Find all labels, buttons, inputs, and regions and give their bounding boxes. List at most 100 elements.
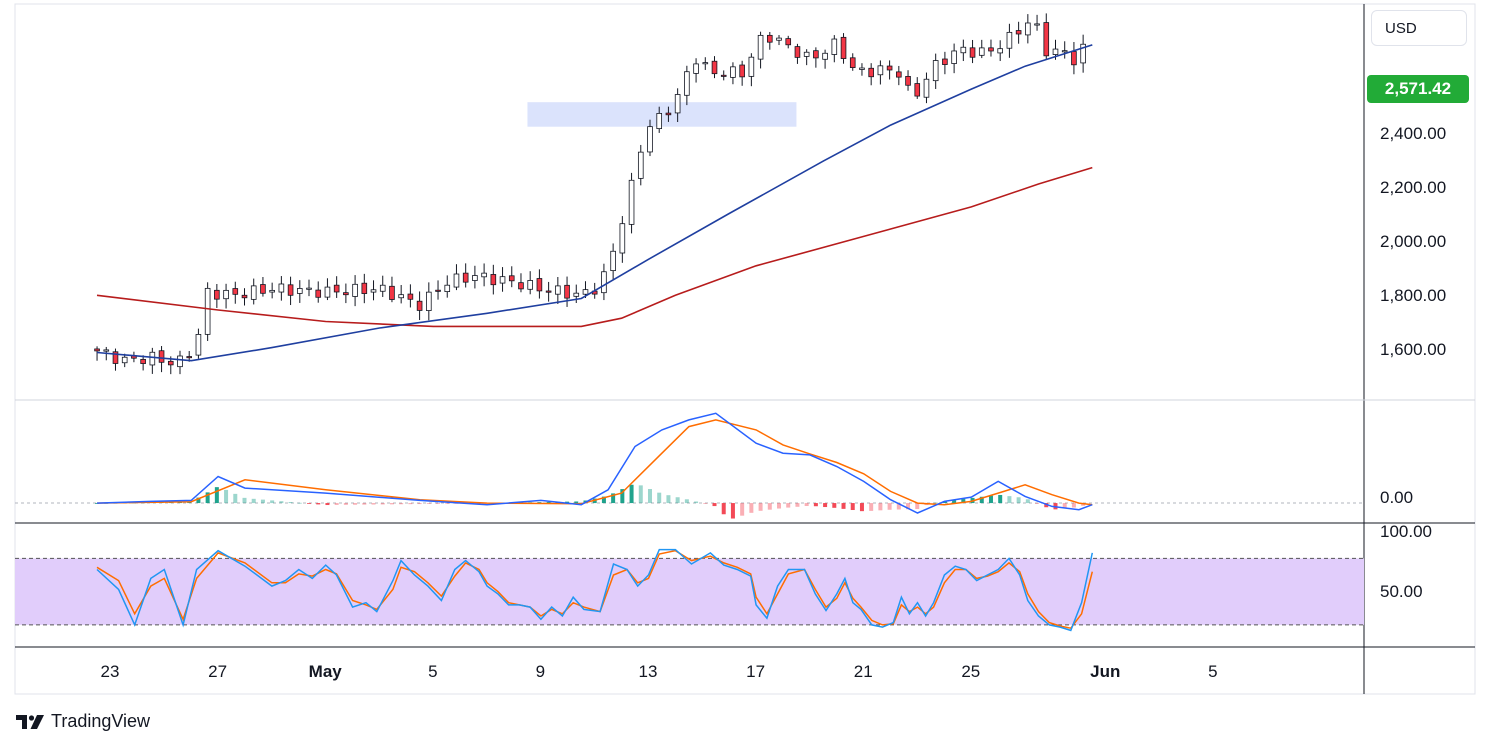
macd-histogram-bar xyxy=(786,503,791,508)
candle xyxy=(527,271,533,295)
candle xyxy=(730,62,736,85)
candle xyxy=(822,49,828,69)
candle xyxy=(121,353,128,368)
macd-histogram-bar xyxy=(1062,503,1067,509)
macd-histogram-bar xyxy=(380,503,385,505)
candle xyxy=(794,43,801,64)
x-tick-label: 23 xyxy=(101,662,120,681)
candle xyxy=(306,279,312,297)
candle xyxy=(1061,41,1068,59)
candle xyxy=(877,60,884,85)
x-tick-label: 5 xyxy=(428,662,437,681)
candle xyxy=(951,43,957,74)
macd-histogram-bar xyxy=(233,493,238,504)
macd-histogram-bar xyxy=(730,503,735,519)
candle xyxy=(693,58,699,83)
candle xyxy=(601,263,607,301)
macd-histogram-bar xyxy=(906,503,911,510)
macd-histogram-bar xyxy=(196,497,201,504)
stoch-rsi-d-line xyxy=(96,549,1094,630)
macd-histogram-bar xyxy=(362,503,367,505)
candle xyxy=(370,280,377,301)
macd-histogram-bar xyxy=(859,503,864,512)
candle xyxy=(333,276,340,298)
y-tick-label: 2,400.00 xyxy=(1380,124,1446,143)
macd-histogram-bar xyxy=(666,495,671,504)
x-tick-label: 13 xyxy=(639,662,658,681)
macd-histogram-bar xyxy=(795,503,800,507)
candle xyxy=(896,65,902,86)
x-tick-label: 25 xyxy=(961,662,980,681)
candle xyxy=(324,278,331,301)
candle xyxy=(499,267,506,292)
time-axis-labels: 23 27 May 5 9 13 17 21 25 Jun 5 xyxy=(101,662,1218,681)
macd-histogram-bar xyxy=(915,503,920,510)
macd-histogram-bar xyxy=(758,503,763,511)
candle xyxy=(416,291,423,321)
candle xyxy=(112,348,119,371)
moving-average-fast-line xyxy=(96,44,1093,362)
candle xyxy=(1025,14,1031,44)
candle xyxy=(868,63,874,86)
macd-histogram-bar xyxy=(684,499,689,504)
candle xyxy=(545,281,552,302)
candle xyxy=(988,39,994,57)
candle xyxy=(785,35,792,49)
candle xyxy=(287,276,294,306)
macd-histogram-bar xyxy=(436,503,441,504)
candle xyxy=(260,277,266,297)
macd-histogram-bar xyxy=(813,503,818,507)
last-price-tag: 2,571.42 xyxy=(1367,75,1469,103)
candle xyxy=(997,40,1003,62)
macd-histogram-bar xyxy=(942,501,947,504)
candle xyxy=(1071,42,1077,75)
macd-histogram-bar xyxy=(371,503,376,505)
tradingview-logo[interactable]: TradingView xyxy=(16,711,150,732)
x-tick-label: 27 xyxy=(208,662,227,681)
macd-histogram-bar xyxy=(896,503,901,510)
candle xyxy=(1034,14,1040,31)
currency-selector[interactable]: USD xyxy=(1371,10,1467,46)
macd-histogram-bar xyxy=(426,503,431,504)
macd-histogram-bar xyxy=(574,501,579,504)
macd-histogram-bar xyxy=(703,503,708,504)
macd-histogram-bar xyxy=(224,489,229,504)
candle xyxy=(462,263,469,288)
macd-pane[interactable] xyxy=(15,412,1364,519)
candle xyxy=(398,285,404,304)
moving-average-slow-line xyxy=(96,166,1093,328)
macd-histogram-bar xyxy=(325,503,330,506)
candle xyxy=(914,77,921,99)
macd-histogram-bar xyxy=(878,503,883,511)
candlestick-series xyxy=(94,13,1086,375)
y-tick-label: 1,600.00 xyxy=(1380,340,1446,359)
candle xyxy=(269,282,275,299)
candle xyxy=(684,65,690,106)
candle xyxy=(978,39,985,59)
macd-histogram-bar xyxy=(205,492,210,504)
macd-histogram-bar xyxy=(251,498,256,504)
candle xyxy=(158,346,165,373)
candle xyxy=(250,278,257,305)
candle xyxy=(389,276,395,303)
brand-name: TradingView xyxy=(51,711,151,731)
macd-histogram-bar xyxy=(565,501,570,504)
candle xyxy=(1080,34,1086,73)
candle xyxy=(711,56,718,79)
macd-histogram-bar xyxy=(850,503,855,511)
stoch-rsi-band xyxy=(15,558,1364,625)
macd-signal-line xyxy=(96,419,1093,506)
macd-histogram-bar xyxy=(242,497,247,504)
macd-histogram-bar xyxy=(1071,503,1076,508)
stoch-rsi-pane[interactable] xyxy=(15,548,1364,632)
candle xyxy=(969,39,976,64)
price-pane[interactable] xyxy=(94,13,1093,375)
candle xyxy=(278,276,285,301)
macd-histogram-bar xyxy=(998,494,1003,504)
macd-histogram-bar xyxy=(961,499,966,504)
candle xyxy=(232,281,239,304)
x-tick-label: 17 xyxy=(746,662,765,681)
candle xyxy=(518,273,524,293)
macd-histogram-bar xyxy=(749,503,754,513)
